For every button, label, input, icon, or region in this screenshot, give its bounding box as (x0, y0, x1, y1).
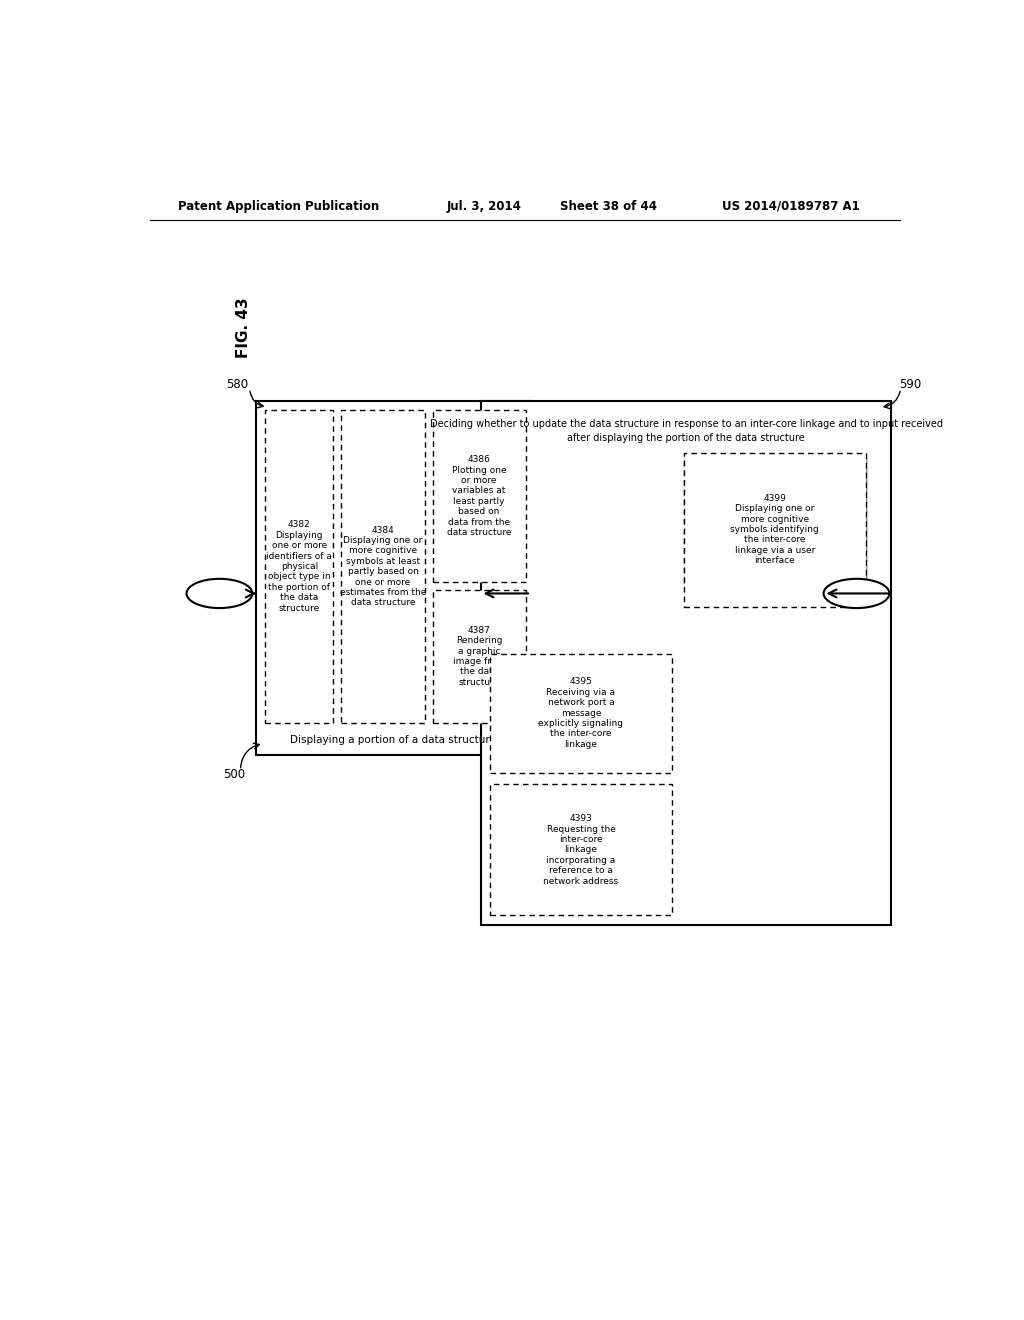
Text: Sheet 38 of 44: Sheet 38 of 44 (560, 199, 657, 213)
Bar (480, 401, 891, 924)
Bar (684, 453, 866, 607)
Text: 4386
Plotting one
or more
variables at
least partly
based on
data from the
data : 4386 Plotting one or more variables at l… (446, 455, 511, 537)
Text: 590: 590 (899, 378, 922, 391)
Text: 4384
Displaying one or
more cognitive
symbols at least
partly based on
one or mo: 4384 Displaying one or more cognitive sy… (340, 525, 426, 607)
Bar (265, 411, 334, 723)
Text: Jul. 3, 2014: Jul. 3, 2014 (447, 199, 522, 213)
Bar (489, 653, 672, 774)
Bar (684, 457, 866, 583)
Ellipse shape (823, 578, 890, 609)
Text: 4399
Displaying one or
more cognitive
symbols identifying
the inter-core
linkage: 4399 Displaying one or more cognitive sy… (730, 494, 819, 565)
Text: 4393
Requesting the
inter-core
linkage
incorporating a
reference to a
network ad: 4393 Requesting the inter-core linkage i… (544, 814, 618, 886)
Text: Deciding whether to update the data structure in response to an inter-core linka: Deciding whether to update the data stru… (429, 418, 942, 429)
Text: Displaying a portion of a data structure: Displaying a portion of a data structure (291, 735, 497, 744)
Text: 580: 580 (226, 378, 248, 391)
Text: 4398
Updating the
data structure
by delegating
a task to a
network
resource: 4398 Updating the data structure by dele… (742, 484, 807, 556)
Ellipse shape (186, 578, 252, 609)
Bar (432, 590, 525, 723)
Text: FIG. 43: FIG. 43 (237, 297, 252, 358)
Text: 4387
Rendering
a graphic
image from
the data
structure: 4387 Rendering a graphic image from the … (453, 626, 505, 686)
Text: Start: Start (202, 587, 238, 601)
Text: US 2014/0189787 A1: US 2014/0189787 A1 (722, 199, 859, 213)
Bar (341, 411, 425, 723)
Bar (256, 401, 531, 755)
Text: 4395
Receiving via a
network port a
message
explicitly signaling
the inter-core
: 4395 Receiving via a network port a mess… (539, 677, 624, 748)
Text: Patent Application Publication: Patent Application Publication (178, 199, 380, 213)
Text: after displaying the portion of the data structure: after displaying the portion of the data… (567, 433, 805, 444)
Text: 500: 500 (223, 768, 245, 781)
Bar (489, 784, 672, 915)
Text: End: End (844, 587, 869, 601)
Text: 4382
Displaying
one or more
identifiers of a
physical
object type in
the portion: 4382 Displaying one or more identifiers … (266, 520, 332, 612)
Bar (432, 411, 525, 582)
